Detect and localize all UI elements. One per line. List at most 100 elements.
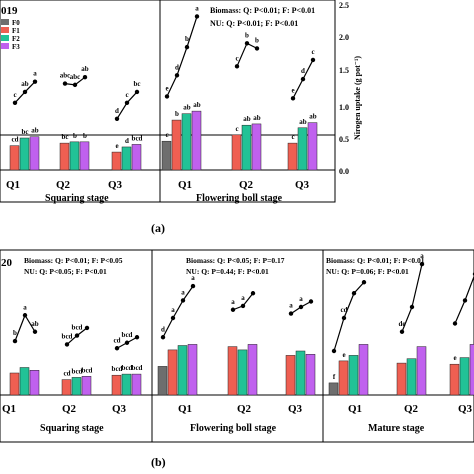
- bar-letter-p2-g1-q2-f2: bcd: [72, 367, 83, 375]
- bar-letter-p1-g1-q2-f1: bc: [62, 133, 69, 141]
- nu-point-p1-g1-q1-f3: [32, 79, 38, 84]
- nu-letter-p2-g2-q1-f1: a: [171, 306, 175, 314]
- panel-b-year-label: 20: [1, 257, 13, 269]
- nu-letter-p1-g2-q3-f3: c: [311, 48, 314, 56]
- bar-p1-g1-q3-f2: [121, 146, 132, 171]
- nu-letter-p2-g1-q3-f2: bcd: [122, 331, 133, 339]
- nu-point-p1-g2-q2-f2: [244, 41, 250, 46]
- bar-letter-p1-g2-q1-f2: ab: [183, 104, 191, 112]
- nu-letter-p2-g1-q2-f2: bcd: [72, 324, 83, 332]
- nu-letter-p1-g2-q2-f1: c: [235, 54, 238, 62]
- nu-point-p2-g2-q1-f3: [190, 283, 196, 289]
- b-qtick-7: Q1: [348, 403, 362, 415]
- legend-label-f0: F0: [12, 19, 20, 27]
- panel-a-stats-biomass: Biomass: Q: P<0.01; F: P<0.01: [210, 6, 315, 15]
- panel-a-legend: F0 F1 F2 F3: [1, 19, 20, 51]
- nu-letter-p2-g2-q2-f1: a: [231, 298, 235, 306]
- legend-swatch-f3: [1, 43, 9, 49]
- nu-point-p1-g2-q1-f2: [184, 44, 190, 50]
- nu-point-p2-g1-q2-f2: [74, 333, 80, 338]
- nu-letter-p1-g1-q2-f3: ab: [81, 65, 89, 73]
- nu-point-p2-g1-q2-f3: [84, 325, 90, 331]
- b-qtick-8: Q2: [404, 403, 419, 415]
- nu-letter-p2-g2-q3-f1: a: [289, 302, 293, 310]
- bar-p2-g3-q3-f1: [449, 363, 460, 396]
- panel-a-frame: [0, 0, 336, 203]
- bar-letter-p2-g3-q3-f1: e: [453, 354, 456, 362]
- nu-letter-p1-g1-q3-f1: d: [115, 107, 119, 115]
- nu-letter-p1-g2-q1-f1: d: [175, 63, 179, 71]
- panel-b-frame: [0, 249, 474, 443]
- a-stage-flowering: Flowering boll stage: [196, 193, 283, 204]
- bar-letter-p1-g1-q1-f2: bc: [22, 128, 29, 136]
- bar-p2-g1-q1-f2: [19, 367, 30, 396]
- bar-p2-g2-q3-f3: [305, 354, 316, 396]
- bar-p1-g2-q3-f1: [287, 142, 298, 171]
- b-stage-flowering: Flowering boll stage: [190, 423, 277, 434]
- bar-p1-g1-q1-f3: [29, 136, 40, 171]
- bar-letter-p2-g3-q1-f0: f: [333, 373, 336, 381]
- b-qtick-5: Q2: [237, 403, 252, 415]
- nu-letter-p1-g2-q3-f2: d: [301, 67, 305, 75]
- b-stats-2-biomass: Biomass: Q: P<0.05; F: P=0.17: [186, 256, 285, 265]
- panel-a: 019 F0 F1 F2 F3 Biomass: Q: P<0.01; F: P…: [0, 0, 362, 235]
- bar-p1-g1-q1-f2: [19, 137, 30, 171]
- bar-p2-g1-q3-f1: [111, 374, 122, 396]
- bar-p2-g3-q3-f3: [469, 344, 474, 396]
- b-qtick-9: Q3: [458, 403, 473, 415]
- bar-letter-p2-g1-q2-f1: cd: [64, 370, 71, 378]
- nu-letter-p2-g2-q1-f0: d: [161, 325, 165, 333]
- b-stats-2-nu: NU: Q: P=0.44; F: P<0.01: [186, 267, 269, 276]
- bar-letter-p1-g2-q2-f3: ab: [253, 114, 261, 122]
- b-stage-squaring: Squaring stage: [40, 423, 104, 434]
- panel-a-stats-nu: NU: Q: P<0.01; F: P<0.01: [210, 19, 298, 28]
- bar-p2-g3-q1-f0: [328, 382, 339, 396]
- bar-p2-g1-q3-f3: [131, 373, 142, 396]
- bar-p1-g1-q2-f3: [79, 141, 90, 171]
- bar-letter-p1-g1-q2-f2: b: [73, 132, 77, 140]
- panel-a-q-ticks: Q1 Q2 Q3 Q1 Q2 Q3: [6, 179, 310, 191]
- bar-letter-p1-g1-q2-f3: b: [83, 132, 87, 140]
- nu-point-p1-g2-q1-f3: [194, 14, 200, 19]
- b-stats-1-biomass: Biomass: Q: P<0.01; F: P<0.05: [24, 256, 123, 265]
- bar-letter-p1-g1-q3-f1: e: [115, 142, 118, 150]
- bar-p2-g1-q3-f2: [121, 373, 132, 396]
- nu-letter-p2-g2-q1-f3: a: [191, 274, 195, 282]
- nu-letter-p1-g2-q3-f1: e: [291, 86, 294, 94]
- legend-label-f2: F2: [12, 35, 20, 43]
- nu-point-p2-g1-q1-f1: [12, 338, 18, 344]
- nu-letter-p1-g1-q1-f1: c: [13, 91, 16, 99]
- bar-p1-g1-q1-f1: [9, 145, 20, 171]
- a-qtick-3: Q3: [108, 179, 123, 191]
- y-tick-2: 1.0: [339, 103, 349, 112]
- b-qtick-6: Q3: [288, 403, 303, 415]
- b-qtick-3: Q3: [112, 403, 127, 415]
- nu-point-p1-g1-q2-f1: [62, 81, 68, 86]
- nu-letter-p1-g2-q2-f2: b: [245, 31, 249, 39]
- y-tick-6: 2.5: [339, 1, 349, 10]
- bar-letter-p1-g1-q1-f3: ab: [31, 127, 39, 135]
- nu-point-p2-g2-q2-f1: [230, 307, 236, 312]
- nu-point-p2-g3-q3-f2: [462, 298, 468, 303]
- nu-letter-p2-g1-q3-f1: cd: [114, 336, 121, 344]
- bar-letter-p1-g2-q3-f1: c: [291, 133, 294, 141]
- nu-letter-p1-g1-q1-f2: ab: [21, 80, 29, 88]
- bar-p2-g1-q1-f3: [29, 370, 40, 396]
- nu-point-p2-g2-q2-f3: [250, 291, 256, 296]
- nu-point-p1-g2-q2-f3: [254, 46, 260, 51]
- nu-point-p2-g3-q3-f1: [452, 321, 458, 326]
- panel-b: 20 Biomass: Q: P<0.01; F: P<0.05 NU: Q: …: [0, 249, 474, 469]
- nu-letter-p1-g2-q1-f3: a: [195, 4, 199, 12]
- nu-point-p1-g2-q2-f1: [234, 64, 240, 69]
- a-qtick-2: Q2: [56, 179, 71, 191]
- panel-b-label: (b): [151, 455, 166, 469]
- nu-point-p2-g2-q3-f2: [298, 304, 304, 310]
- a-stage-squaring: Squaring stage: [45, 193, 109, 204]
- bar-p2-g3-q1-f3: [358, 344, 369, 396]
- nu-point-p2-g2-q3-f3: [308, 299, 314, 304]
- nu-line-p1-g2-q2: [236, 42, 258, 67]
- bar-p1-g2-q1-f1: [171, 119, 182, 171]
- bar-letter-p1-g1-q3-f3: bcd: [132, 134, 143, 142]
- nu-point-p2-g3-q2-f2: [409, 304, 415, 310]
